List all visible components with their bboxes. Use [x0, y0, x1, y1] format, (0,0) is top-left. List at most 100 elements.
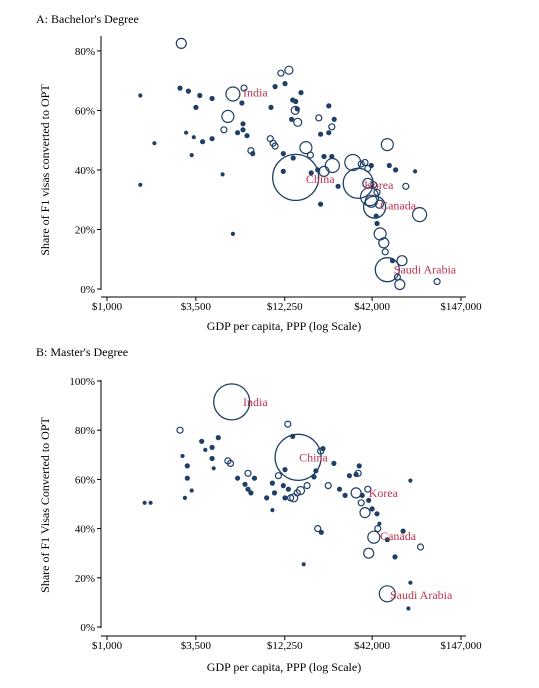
- x-tick-label: $42,000: [354, 640, 390, 652]
- data-point: [433, 278, 441, 286]
- data-point: [240, 121, 246, 127]
- y-tick-label: 20%: [75, 573, 95, 585]
- data-point: [318, 529, 324, 535]
- data-point: [412, 207, 428, 223]
- y-tick-label: 60%: [75, 105, 95, 117]
- data-point: [211, 466, 216, 471]
- data-point: [359, 492, 365, 498]
- data-point: [384, 537, 390, 543]
- data-point: [416, 543, 425, 551]
- data-point: [240, 84, 248, 92]
- y-tick-label: 100%: [69, 376, 95, 388]
- data-point: [148, 500, 153, 505]
- data-point: [314, 524, 322, 533]
- country-label: Canada: [380, 199, 417, 213]
- data-point: [271, 142, 279, 150]
- x-tick-label: $3,500: [181, 301, 212, 313]
- data-point: [336, 486, 343, 492]
- data-point: [408, 580, 413, 585]
- x-axis-label: GDP per capita, PPP (log Scale): [207, 660, 361, 674]
- data-point: [369, 506, 375, 512]
- country-label: China: [299, 450, 328, 464]
- x-ticks: $1,000 $3,500 $12,250 $42,000 $147,000: [92, 636, 482, 652]
- data-point: [392, 554, 398, 560]
- country-label: Korea: [364, 178, 394, 192]
- y-tick-label: 0%: [80, 622, 95, 634]
- data-point: [226, 459, 235, 467]
- data-point: [331, 116, 337, 122]
- data-point: [321, 153, 327, 160]
- data-point: [374, 199, 384, 209]
- data-point: [209, 444, 215, 450]
- data-point: [284, 420, 292, 428]
- data-point: [244, 133, 250, 139]
- data-point: [373, 213, 379, 219]
- data-point: [289, 116, 295, 122]
- data-point: [175, 37, 187, 50]
- data-point: [199, 438, 205, 444]
- data-point: [295, 485, 306, 496]
- panel-masters: B: Master's Degree Share of F1 Visas Con…: [36, 345, 482, 674]
- data-point: [213, 383, 251, 421]
- data-point: [280, 483, 286, 489]
- data-point: [389, 258, 396, 264]
- data-point: [361, 158, 369, 167]
- data-point: [152, 141, 157, 146]
- data-point: [282, 467, 288, 473]
- data-point: [230, 231, 235, 236]
- data-point: [346, 473, 352, 479]
- data-point: [197, 92, 203, 99]
- data-point: [357, 499, 365, 507]
- data-point: [335, 183, 341, 189]
- data-point: [294, 106, 300, 112]
- data-point: [324, 157, 340, 174]
- y-ticks: 0% 20% 40% 60% 80%: [75, 46, 101, 296]
- data-point: [189, 488, 194, 493]
- data-point: [184, 475, 190, 481]
- x-tick-label: $1,000: [92, 301, 123, 313]
- data-point: [280, 151, 286, 157]
- data-point: [280, 168, 286, 174]
- data-point: [240, 127, 246, 133]
- data-point: [242, 481, 248, 487]
- data-point: [209, 95, 215, 102]
- scatter-points: [142, 383, 425, 611]
- data-point: [313, 468, 319, 474]
- x-tick-label: $147,000: [440, 301, 482, 313]
- data-point: [220, 172, 225, 177]
- data-point: [400, 528, 406, 534]
- data-point: [378, 585, 396, 603]
- data-point: [250, 151, 256, 157]
- data-point: [290, 155, 296, 161]
- y-ticks: 0% 20% 40% 60% 80% 100%: [69, 376, 101, 634]
- data-point: [370, 181, 378, 189]
- data-point: [324, 482, 332, 490]
- data-point: [377, 521, 382, 526]
- data-point: [406, 606, 411, 611]
- data-point: [182, 495, 187, 500]
- x-tick-label: $42,000: [354, 301, 390, 313]
- data-point: [193, 104, 199, 111]
- data-point: [138, 182, 143, 187]
- data-point: [331, 460, 337, 466]
- x-ticks: $1,000 $3,500 $12,250 $42,000 $147,000: [92, 297, 482, 313]
- data-point: [225, 86, 241, 102]
- y-tick-label: 80%: [75, 46, 95, 58]
- data-point: [293, 98, 299, 105]
- x-tick-label: $12,250: [267, 301, 303, 313]
- x-tick-label: $12,250: [267, 640, 303, 652]
- data-point: [293, 489, 301, 497]
- data-point: [221, 109, 235, 124]
- country-label: China: [306, 172, 335, 186]
- data-point: [220, 126, 228, 134]
- data-point: [356, 463, 362, 469]
- y-axis-label: Share of F1 visas converted to OPT: [38, 84, 52, 256]
- data-point: [142, 500, 147, 505]
- country-labels: India China Korea Canada Saudi Arabia: [243, 86, 457, 277]
- data-point: [284, 65, 294, 75]
- data-point: [185, 88, 191, 94]
- data-point: [293, 117, 303, 127]
- data-point: [311, 474, 317, 480]
- data-point: [368, 162, 374, 169]
